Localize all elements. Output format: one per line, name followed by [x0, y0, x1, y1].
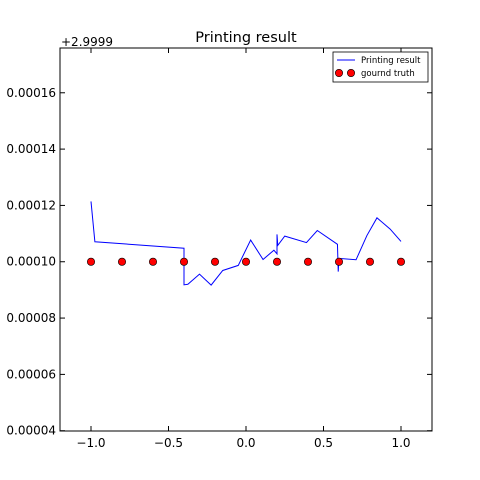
ground-truth-point-2	[149, 257, 158, 266]
ground-truth-point-9	[365, 257, 374, 266]
axes: −1.0 −0.5 0.0 0.5 1.0 0.00004 0.00006 0.00008 0.…	[6, 48, 432, 450]
plot-area	[87, 201, 405, 286]
ground-truth-point-4	[211, 257, 220, 266]
y-offset-label: +2.9999	[61, 35, 113, 49]
ground-truth-point-6	[272, 257, 281, 266]
ground-truth-point-0	[87, 257, 96, 266]
x-tick-label-3: 0.5	[314, 436, 333, 450]
ground-truth-point-3	[180, 257, 189, 266]
legend-marker-swatch-1	[334, 69, 343, 78]
y-tick-label-1: 0.00006	[6, 367, 56, 381]
ground-truth-point-8	[334, 257, 343, 266]
y-tick-label-5: 0.00014	[6, 142, 56, 156]
x-tick-label-2: 0.0	[236, 436, 255, 450]
legend-box	[332, 51, 429, 83]
ground-truth-point-5	[242, 257, 251, 266]
legend-marker-swatch-2	[346, 69, 355, 78]
y-tick-label-4: 0.00012	[6, 198, 56, 212]
ground-truth-point-1	[118, 257, 127, 266]
ground-truth-point-7	[303, 257, 312, 266]
y-tick-label-0: 0.00004	[6, 424, 56, 438]
chart-title: Printing result	[195, 30, 297, 46]
legend-label-ground-truth: gournd truth	[361, 69, 415, 79]
x-tick-label-0: −1.0	[76, 436, 105, 450]
x-tick-label-4: 1.0	[391, 436, 410, 450]
series-line-printing-result	[90, 201, 402, 286]
legend: Printing result gournd truth	[332, 51, 429, 83]
y-tick-label-6: 0.00016	[6, 86, 56, 100]
ground-truth-point-10	[396, 257, 405, 266]
legend-label-printing-result: Printing result	[361, 56, 421, 66]
y-tick-label-2: 0.00008	[6, 311, 56, 325]
y-tick-label-3: 0.00010	[6, 255, 56, 269]
x-tick-label-1: −0.5	[154, 436, 183, 450]
